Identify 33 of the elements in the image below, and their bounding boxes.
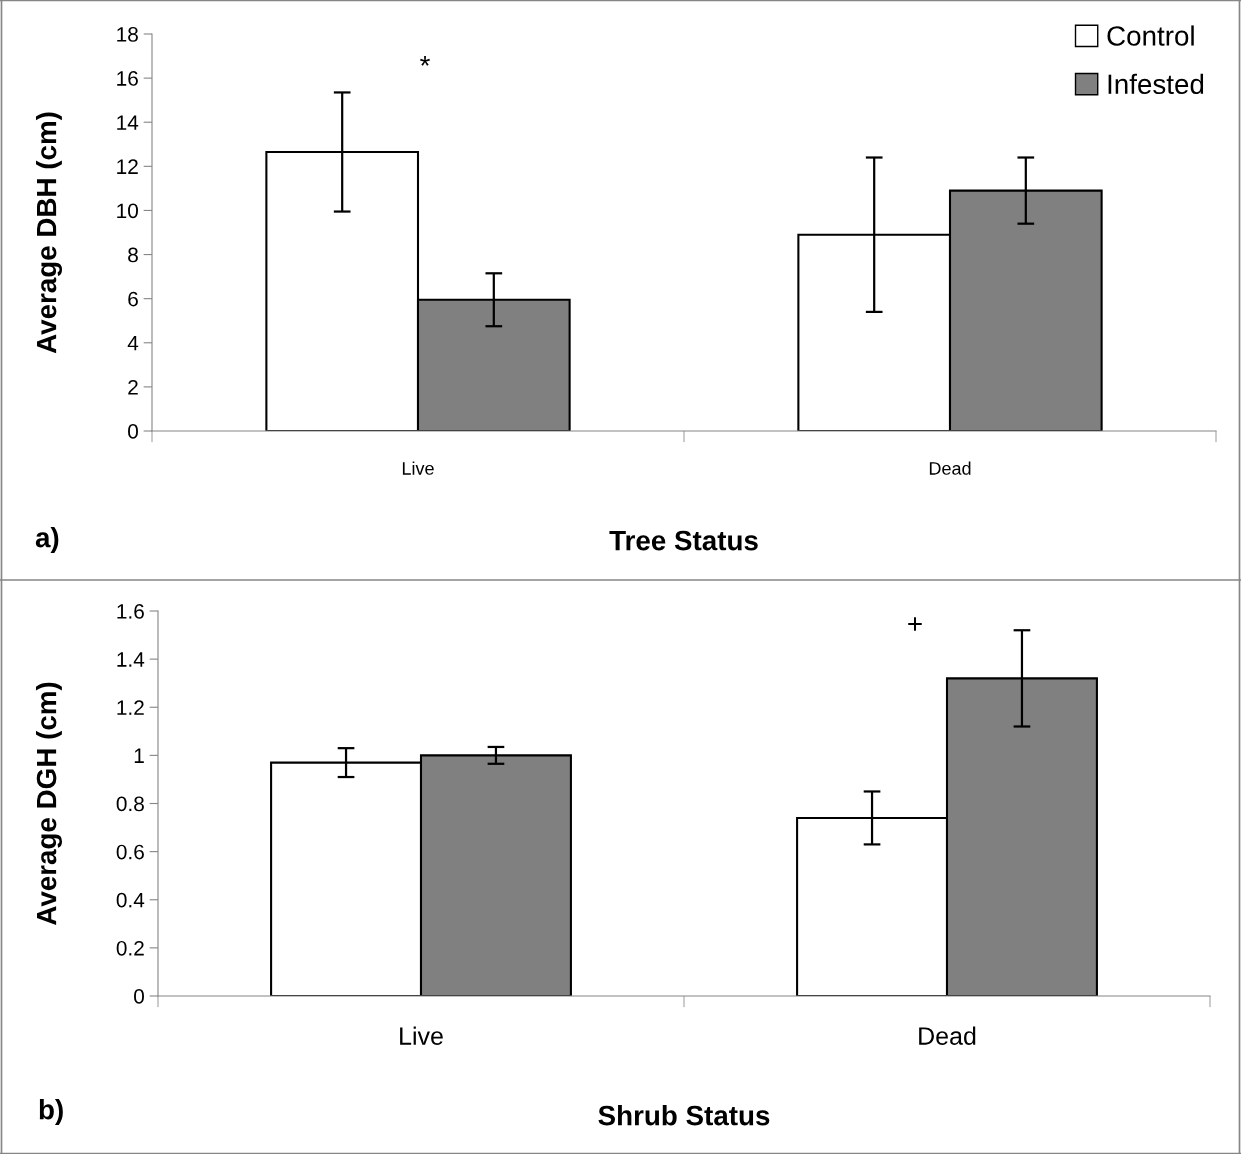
y-tick-label: 18 <box>117 27 138 42</box>
y-tick-label: 1.6 <box>117 604 144 619</box>
y-tick-label: 4 <box>127 335 139 351</box>
x-tick-label: Live <box>400 1026 443 1045</box>
annotation: * <box>420 56 430 66</box>
y-tick-label: 1.2 <box>117 700 144 715</box>
text: b) <box>39 1099 63 1125</box>
y-tick-label: 10 <box>117 203 138 219</box>
y-tick-label: 8 <box>128 247 138 263</box>
x-axis-title: Shrub Status <box>598 1105 770 1126</box>
legend-label: Infested <box>1108 73 1204 95</box>
x-tick-label: Dead <box>929 461 971 475</box>
y-tick-label: 0.8 <box>116 796 144 812</box>
x-axis-title: Tree Status <box>609 530 758 551</box>
y-axis-title: Average DGH (cm) <box>35 682 62 926</box>
y-tick-label: 16 <box>117 71 138 86</box>
x-tick-label: Dead <box>919 1026 976 1045</box>
legend-label: Control <box>1107 25 1194 46</box>
y-tick-label: 0.4 <box>116 892 145 908</box>
y-tick-label: 1.4 <box>117 652 145 667</box>
y-tick-label: 12 <box>117 159 138 174</box>
y-tick-label: 1 <box>134 748 144 763</box>
y-tick-label: 0 <box>134 989 144 1004</box>
annotation: + <box>908 617 922 631</box>
y-tick-label: 0.2 <box>116 940 144 956</box>
y-tick-label: 0.6 <box>116 844 144 860</box>
x-tick-label: Live <box>402 461 434 475</box>
y-tick-label: 0 <box>128 424 138 439</box>
y-tick-label: 2 <box>128 379 138 395</box>
y-tick-label: 14 <box>117 115 139 130</box>
y-axis-title: Average DBH (cm) <box>35 112 62 354</box>
y-tick-label: 6 <box>128 291 138 307</box>
text: a) <box>35 527 59 553</box>
